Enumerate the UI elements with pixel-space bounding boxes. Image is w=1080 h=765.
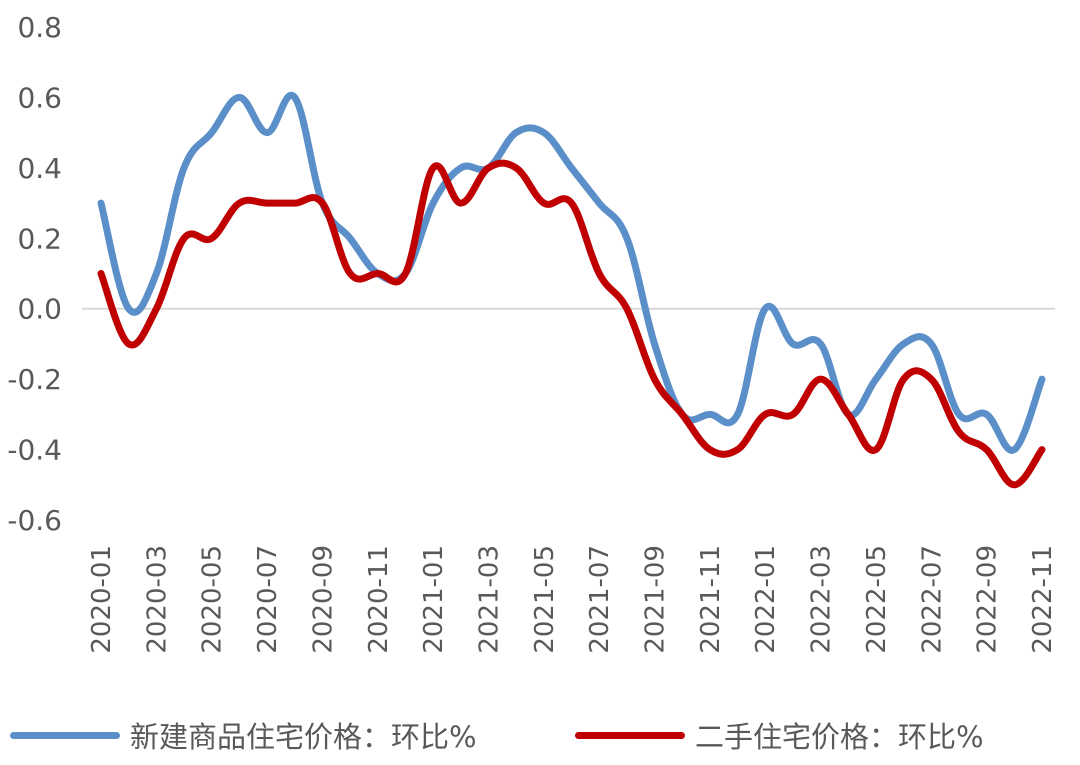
y-axis: 0.8 0.6 0.4 0.2 0.0 -0.2 -0.4 -0.6 [7,11,62,537]
x-tick-label: 2020-05 [198,545,228,654]
x-tick-label: 2022-03 [807,545,837,654]
x-tick-label: 2020-03 [142,545,172,654]
x-tick-label: 2022-09 [973,545,1003,654]
y-tick-label: 0.0 [17,293,62,326]
legend-item-new-homes: 新建商品住宅价格：环比% [10,710,477,760]
x-tick-label: 2021-03 [474,545,504,654]
x-tick-label: 2022-07 [917,545,947,654]
x-tick-label: 2022-11 [1028,545,1058,654]
legend-item-second-hand: 二手住宅价格：环比% [575,710,984,760]
y-tick-label: -0.2 [7,363,62,396]
x-tick-label: 2021-11 [696,545,726,654]
line-chart: 0.80.60.40.20.0-0.2-0.4-0.6 2020-01 2020-… [7,11,1058,654]
x-tick-label: 2020-09 [308,545,338,654]
legend-swatch-new-homes [10,731,120,739]
x-tick-label: 2021-01 [419,545,449,654]
x-tick-label: 2020-11 [364,545,394,654]
y-tick-label: -0.4 [7,434,62,467]
series-line-new-homes [97,91,1046,454]
x-tick-label: 2021-07 [585,545,615,654]
x-tick-label: 2020-01 [87,545,117,654]
legend-label-second-hand: 二手住宅价格：环比% [695,720,984,754]
y-tick-label: 0.8 [17,11,62,44]
x-axis: 2020-01 2020-03 2020-05 2020-07 2020-09 2020-… [87,545,1058,654]
y-tick-label: -0.6 [7,504,62,537]
x-tick-label: 2021-05 [530,545,560,654]
legend: 新建商品住宅价格：环比% 二手住宅价格：环比% [0,710,1080,760]
y-tick-label: 0.6 [17,81,62,114]
x-tick-label: 2021-09 [641,545,671,654]
legend-swatch-second-hand [575,731,685,739]
x-tick-label: 2022-05 [862,545,892,654]
y-tick-label: 0.2 [17,222,62,255]
series-layer [97,91,1046,489]
x-tick-label: 2020-07 [253,545,283,654]
legend-label-new-homes: 新建商品住宅价格：环比% [130,720,477,754]
y-tick-label: 0.4 [17,152,62,185]
x-tick-label: 2022-01 [751,545,781,654]
series-line-second-hand [97,159,1046,489]
